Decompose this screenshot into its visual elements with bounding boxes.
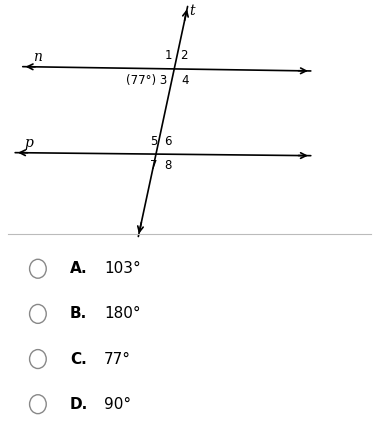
Text: p: p	[24, 136, 33, 150]
Text: 7: 7	[150, 160, 158, 172]
Text: D.: D.	[70, 397, 88, 412]
Text: 180°: 180°	[104, 307, 141, 321]
Text: B.: B.	[70, 307, 88, 321]
Text: A.: A.	[70, 261, 88, 276]
Text: 90°: 90°	[104, 397, 132, 412]
Text: 4: 4	[181, 74, 189, 87]
Text: 1: 1	[164, 49, 172, 62]
Text: 77°: 77°	[104, 352, 131, 366]
Text: t: t	[190, 4, 195, 18]
Text: (77°) 3: (77°) 3	[126, 74, 167, 87]
Text: 6: 6	[164, 135, 172, 148]
Text: 5: 5	[150, 135, 158, 148]
Text: n: n	[33, 50, 42, 64]
Text: 2: 2	[180, 49, 188, 62]
Text: 8: 8	[164, 160, 172, 172]
Text: C.: C.	[70, 352, 87, 366]
Text: 103°: 103°	[104, 261, 141, 276]
